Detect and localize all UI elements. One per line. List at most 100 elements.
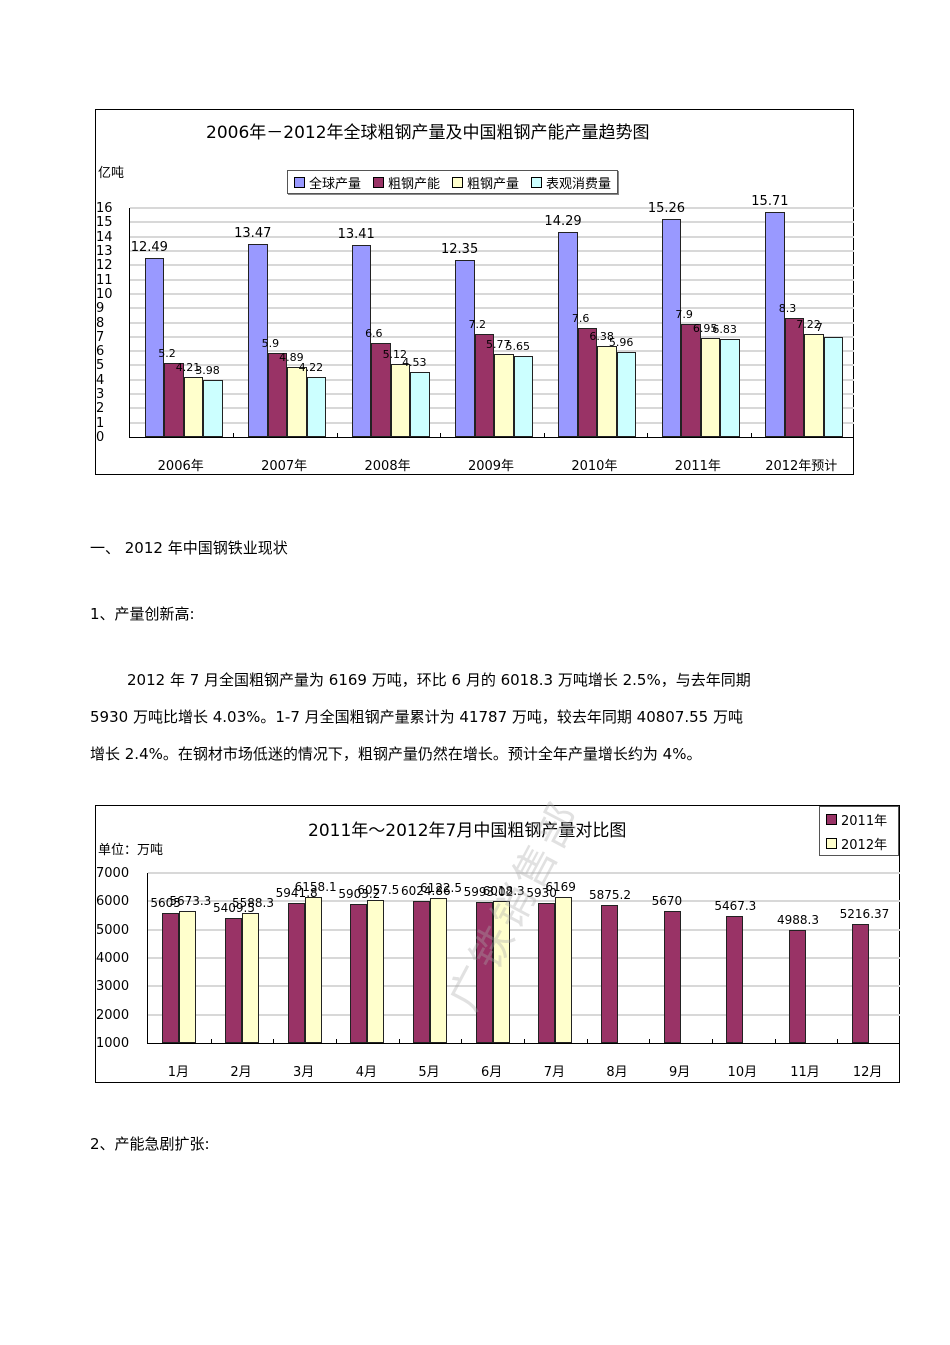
gridline	[148, 928, 900, 931]
y-tick-label: 3	[96, 387, 105, 403]
data-label: 4.53	[402, 356, 427, 370]
bar-2006年-全球产量	[144, 258, 165, 437]
subsection-heading-1: 1、产量创新高:	[90, 605, 195, 623]
x-tick-label: 1月	[167, 1065, 189, 1080]
data-label: 6018.3	[482, 883, 525, 898]
y-tick-label: 3000	[96, 979, 130, 995]
legend-swatch-icon	[373, 176, 385, 188]
data-label: 6.6	[365, 326, 383, 340]
y-tick-label: 12	[96, 258, 113, 274]
bar-1月-2011年	[162, 912, 180, 1043]
y-tick-label: 5	[96, 358, 105, 374]
bar-2010年-粗钢产能	[577, 328, 598, 437]
gridline	[148, 957, 900, 959]
x-tick-label: 9月	[669, 1065, 691, 1080]
x-tick-label: 2009年	[467, 459, 515, 474]
data-label: 3.98	[195, 364, 220, 378]
y-tick-label: 2	[96, 401, 105, 417]
bar-2011年-粗钢产能	[681, 323, 701, 437]
bar-2012年预计-全球产量	[765, 212, 785, 437]
chart-monthly-steel-comparison: 2011年～2012年7月中国粗钢产量对比图 单位：万吨 2011年 2012年 …	[95, 792, 900, 1083]
gridline	[148, 872, 900, 874]
legend-swatch-icon	[452, 176, 464, 188]
bar-1月-2012年	[179, 910, 197, 1043]
x-tick-label: 2008年	[364, 459, 411, 474]
legend-item: 全球产量	[294, 173, 361, 192]
data-label: 8.3	[778, 302, 797, 316]
data-label: 4.89	[279, 351, 304, 365]
data-label: 5605	[150, 895, 181, 910]
x-tick-mark	[440, 433, 442, 438]
bar-5月-2011年	[413, 900, 430, 1043]
gridline	[130, 264, 854, 267]
data-label: 4.21	[175, 360, 201, 374]
bar-7月-2012年	[555, 896, 573, 1043]
bar-2月-2011年	[225, 918, 242, 1043]
data-label: 4.22	[298, 360, 324, 374]
legend-label: 粗钢产量	[467, 176, 520, 192]
data-label: 13.47	[234, 226, 272, 242]
legend-item: 粗钢产能	[373, 173, 440, 192]
bar-2006年-粗钢产量	[183, 376, 204, 437]
data-label: 6158.1	[294, 879, 337, 894]
gridline	[130, 321, 854, 324]
data-label: 5903.2	[338, 887, 381, 902]
bar-3月-2011年	[287, 902, 305, 1043]
legend-swatch-icon	[826, 837, 837, 849]
plot-area: 12.49 5.2 4.21 3.98 13.47 5.9 4.89 4.22 13.41 6.6…	[129, 194, 854, 438]
x-tick-label: 2010年	[571, 459, 618, 474]
bar-2007年-表观消费量	[306, 376, 327, 437]
bar-2012年预计-粗钢产能	[784, 318, 805, 437]
legend: 全球产量 粗钢产能 粗钢产量 表观消费量	[287, 170, 619, 194]
bar-2012年预计-粗钢产量	[804, 333, 824, 437]
x-tick-label: 2012年预计	[765, 459, 838, 474]
data-label: 6.95	[692, 321, 718, 335]
gridline	[130, 235, 854, 238]
x-tick-label: 2011年	[674, 459, 721, 474]
section-heading: 一、 2012 年中国钢铁业现状	[90, 539, 288, 557]
bar-9月-2011年	[663, 910, 681, 1043]
legend-item: 2012年	[826, 834, 887, 853]
bar-2006年-表观消费量	[203, 380, 223, 437]
chart-global-steel-trend: 2006年－2012年全球粗钢产量及中国粗钢产能产量趋势图 亿吨 全球产量 粗钢产…	[95, 109, 854, 475]
paragraph-line-2: 5930 万吨比增长 4.03%。1-7 月全国粗钢产量累计为 41787 万吨…	[90, 708, 743, 726]
y-tick-label: 8	[96, 315, 105, 331]
data-label: 5216.37	[839, 906, 890, 921]
x-tick-mark	[336, 1039, 337, 1044]
x-tick-mark	[774, 1039, 776, 1044]
x-tick-label: 4月	[355, 1065, 377, 1080]
y-tick-label: 9	[96, 301, 105, 317]
data-label: 15.26	[647, 200, 686, 216]
y-tick-label: 1	[96, 415, 105, 431]
gridline	[130, 307, 854, 310]
x-tick-mark	[524, 1039, 525, 1044]
data-label: 15.71	[751, 194, 789, 210]
data-label: 5.96	[608, 335, 634, 349]
bar-2008年-粗钢产能	[371, 342, 391, 437]
bar-11月-2011年	[789, 930, 806, 1043]
data-label: 5.2	[158, 346, 176, 360]
x-tick-label: 12月	[852, 1065, 883, 1080]
x-tick-label: 2月	[230, 1065, 252, 1080]
bar-2008年-表观消费量	[410, 372, 430, 437]
bar-2010年-全球产量	[558, 232, 578, 437]
data-label: 5673.3	[169, 893, 212, 908]
x-tick-mark	[273, 1039, 275, 1044]
y-tick-label: 2000	[96, 1007, 130, 1023]
gridline	[130, 249, 854, 252]
x-tick-label: 2007年	[261, 459, 308, 474]
bar-6月-2012年	[492, 900, 510, 1043]
y-tick-label: 15	[96, 215, 113, 231]
data-label: 6122.5	[420, 880, 462, 895]
legend-label: 表观消费量	[546, 176, 612, 192]
plot-area: 5605 5673.3 5409.5 5588.3 5941.8 6158.1 5903.2…	[147, 872, 900, 1044]
gridline	[130, 292, 854, 295]
data-label: 12.35	[441, 242, 479, 258]
y-tick-label: 4	[96, 372, 105, 388]
bar-2007年-粗钢产量	[287, 367, 307, 437]
data-label: 6169	[545, 879, 576, 894]
data-label: 5588.3	[232, 896, 274, 910]
paragraph-line-1: 2012 年 7 月全国粗钢产量为 6169 万吨，环比 6 月的 6018.3…	[127, 671, 751, 689]
data-label: 7.22	[796, 317, 821, 331]
data-label: 7.6	[571, 312, 590, 326]
